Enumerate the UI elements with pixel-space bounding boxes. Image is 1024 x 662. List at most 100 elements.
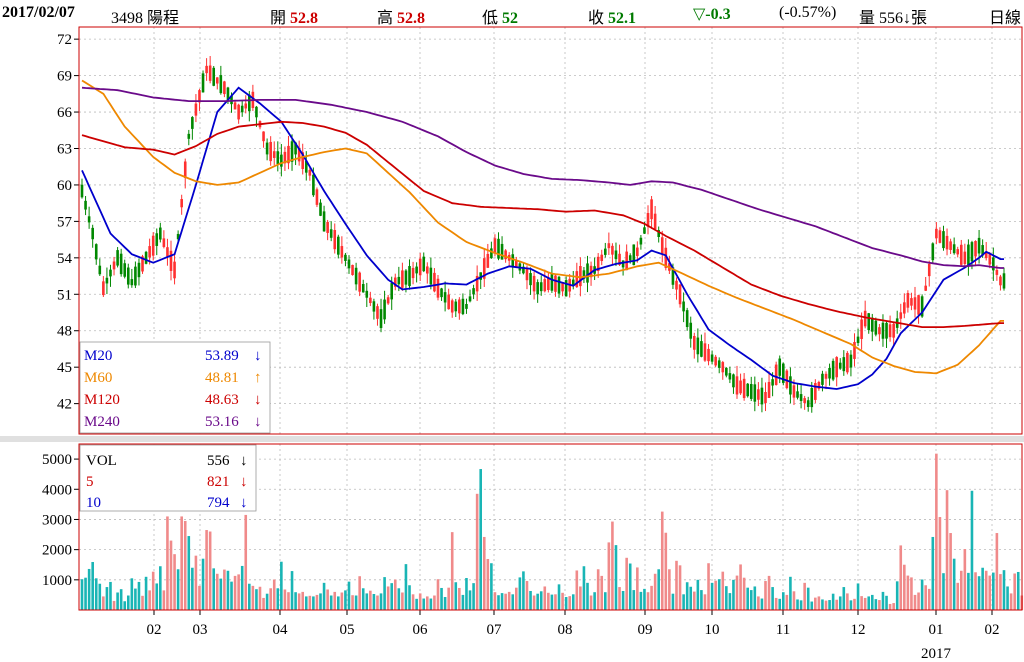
candle-body <box>525 268 529 281</box>
close-price: 收 52.1 <box>588 4 636 28</box>
candle-body <box>967 244 970 266</box>
candlestick <box>1002 267 1006 291</box>
volume-bar <box>568 596 571 610</box>
candlestick <box>454 298 458 318</box>
volume-bar <box>888 603 892 610</box>
candle-body <box>84 200 87 210</box>
volume-bar <box>974 572 977 610</box>
candle-body <box>337 236 340 255</box>
volume-bar <box>500 593 504 610</box>
candle-body <box>361 284 365 293</box>
volume-bar <box>1006 586 1009 610</box>
volume-bar <box>319 593 322 610</box>
candlestick <box>529 267 532 295</box>
candlestick <box>322 205 326 232</box>
volume-bar <box>963 549 967 610</box>
candlestick <box>280 144 283 177</box>
volume-bar <box>703 594 707 610</box>
volume-bar <box>885 595 888 610</box>
candle-body <box>774 364 778 385</box>
volume-bar <box>226 570 230 610</box>
volume-bar <box>742 577 746 610</box>
candle-body <box>443 292 447 303</box>
candle-body <box>927 263 931 277</box>
candlestick <box>885 321 888 348</box>
volume-bar <box>208 531 212 610</box>
volume-bar <box>564 597 568 610</box>
candlestick <box>959 239 963 267</box>
candlestick <box>422 252 426 273</box>
volume-bar <box>625 557 628 610</box>
candle-body <box>870 317 874 332</box>
volume-bar <box>525 581 529 610</box>
candle-body <box>294 142 297 155</box>
candlestick <box>87 206 91 229</box>
volume-bar <box>283 589 287 610</box>
legend-m240-arrow: ↓ <box>254 414 262 430</box>
month-label: 06 <box>413 622 429 638</box>
candle-body <box>94 244 98 260</box>
volume-bar <box>450 532 454 610</box>
legend-m240-value: 53.16 <box>205 414 239 430</box>
candle-body <box>739 380 742 394</box>
volume-bar <box>789 576 792 610</box>
candlestick <box>386 294 390 305</box>
candle-body <box>283 151 287 164</box>
candlestick <box>472 284 475 300</box>
volume-bar <box>433 595 436 610</box>
volume-readout: 量 556↓張 <box>859 10 928 27</box>
candle-body <box>603 248 607 255</box>
candle-body <box>155 233 159 246</box>
volume-bar <box>817 596 821 610</box>
candlestick <box>347 255 351 274</box>
volume-bar <box>821 599 824 610</box>
volume-bar <box>846 593 849 610</box>
candle-body <box>607 243 611 249</box>
candlestick <box>418 252 422 282</box>
volume-bar <box>1002 570 1006 610</box>
volume-bar <box>579 586 582 610</box>
volume-bar <box>550 594 554 610</box>
candle-body <box>842 357 846 372</box>
high-price: 高 52.8 <box>377 4 425 28</box>
candlestick <box>497 232 500 261</box>
candle-body <box>881 322 885 339</box>
candle-body <box>440 288 443 298</box>
candlestick <box>376 303 379 326</box>
candlestick <box>931 242 935 264</box>
price-grid <box>79 27 1022 434</box>
volume-bar <box>643 588 646 610</box>
candle-body <box>660 237 664 255</box>
volume-bar <box>547 592 550 610</box>
candlestick <box>774 361 778 386</box>
candlestick <box>212 65 216 87</box>
candle-body <box>742 378 746 399</box>
candle-body <box>810 388 814 408</box>
candle-body <box>678 284 682 305</box>
candlestick <box>949 238 952 255</box>
candlestick <box>333 223 337 254</box>
candlestick <box>746 382 749 398</box>
candlestick <box>906 290 910 313</box>
volume-bar <box>575 570 579 610</box>
volume-bar <box>870 594 874 610</box>
volume-bar <box>746 587 749 610</box>
volume-bar <box>710 582 714 610</box>
candle-body <box>949 241 952 250</box>
volume-legend: VOL 556 ↓ 5 821 ↓ 10 794 ↓ <box>79 444 257 512</box>
volume-bar <box>162 590 166 610</box>
candlesticks <box>80 56 1006 413</box>
open-label: 開 <box>270 10 287 27</box>
volume-bar <box>258 586 262 610</box>
candle-body <box>102 281 105 296</box>
candle-body <box>433 272 436 292</box>
candle-body <box>799 394 803 402</box>
candlestick <box>194 94 198 123</box>
volume-bar <box>967 572 970 610</box>
legend-m120-arrow: ↓ <box>254 392 262 408</box>
candlestick <box>458 297 461 320</box>
volume-bar <box>468 590 472 610</box>
candle-body <box>945 235 949 250</box>
volume-bar <box>297 593 301 610</box>
candle-body <box>717 360 721 368</box>
